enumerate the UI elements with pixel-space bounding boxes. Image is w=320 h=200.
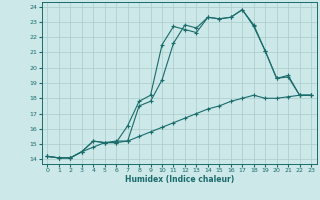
- X-axis label: Humidex (Indice chaleur): Humidex (Indice chaleur): [124, 175, 234, 184]
